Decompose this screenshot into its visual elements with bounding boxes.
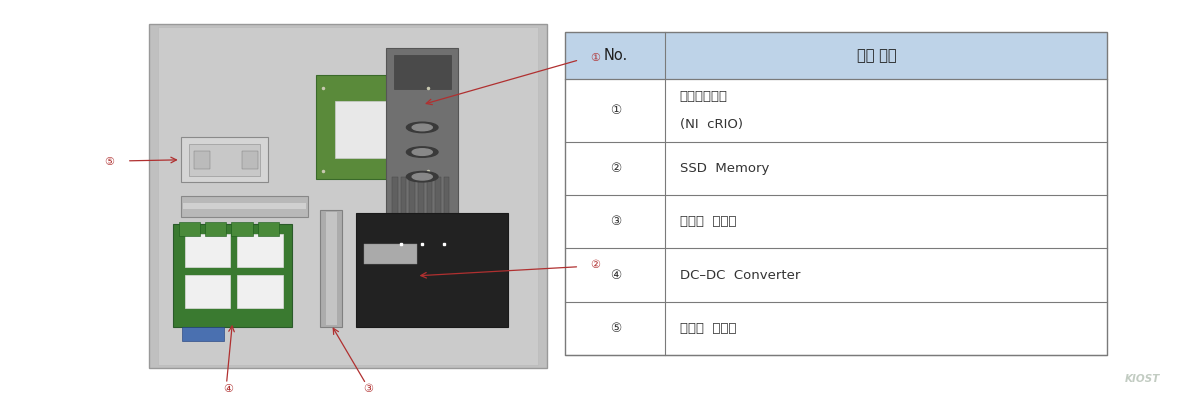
Text: No.: No. <box>603 48 627 63</box>
FancyBboxPatch shape <box>565 32 1107 79</box>
FancyBboxPatch shape <box>194 151 209 169</box>
FancyBboxPatch shape <box>394 55 451 89</box>
FancyBboxPatch shape <box>565 195 1107 249</box>
Text: ④: ④ <box>609 268 621 281</box>
FancyBboxPatch shape <box>565 142 1107 195</box>
Text: ②: ② <box>609 162 621 175</box>
FancyBboxPatch shape <box>326 212 337 325</box>
Text: ②: ② <box>590 260 600 270</box>
FancyBboxPatch shape <box>189 144 259 175</box>
Text: DC–DC  Converter: DC–DC Converter <box>679 268 800 281</box>
Text: ①: ① <box>590 53 600 63</box>
Text: (NI  cRIO): (NI cRIO) <box>679 118 743 131</box>
FancyBboxPatch shape <box>149 24 547 368</box>
Circle shape <box>412 124 432 131</box>
Text: ③: ③ <box>363 384 372 394</box>
FancyBboxPatch shape <box>418 177 424 234</box>
FancyBboxPatch shape <box>356 213 507 327</box>
Circle shape <box>412 173 432 180</box>
FancyBboxPatch shape <box>387 48 458 237</box>
FancyBboxPatch shape <box>317 75 444 179</box>
FancyBboxPatch shape <box>336 101 393 158</box>
FancyBboxPatch shape <box>364 244 416 264</box>
FancyBboxPatch shape <box>237 275 283 309</box>
Text: SSD  Memory: SSD Memory <box>679 162 769 175</box>
FancyBboxPatch shape <box>183 203 306 210</box>
FancyBboxPatch shape <box>426 177 432 234</box>
FancyBboxPatch shape <box>257 221 280 236</box>
FancyBboxPatch shape <box>237 234 283 267</box>
FancyBboxPatch shape <box>184 234 230 267</box>
Text: 무접점  릴레이: 무접점 릴레이 <box>679 322 737 335</box>
FancyBboxPatch shape <box>178 221 200 236</box>
Text: ⑤: ⑤ <box>104 156 114 167</box>
Text: 케이블  가이드: 케이블 가이드 <box>679 216 737 229</box>
FancyBboxPatch shape <box>231 221 252 236</box>
FancyBboxPatch shape <box>184 275 230 309</box>
Text: ③: ③ <box>609 216 621 229</box>
Circle shape <box>407 147 438 157</box>
FancyBboxPatch shape <box>242 151 258 169</box>
Text: ⑤: ⑤ <box>609 322 621 335</box>
FancyBboxPatch shape <box>409 177 415 234</box>
FancyBboxPatch shape <box>392 177 397 234</box>
FancyBboxPatch shape <box>158 27 538 365</box>
Text: ①: ① <box>609 104 621 117</box>
Text: ④: ④ <box>224 384 233 394</box>
FancyBboxPatch shape <box>182 327 224 341</box>
FancyBboxPatch shape <box>320 210 342 327</box>
FancyBboxPatch shape <box>401 177 407 234</box>
FancyBboxPatch shape <box>173 224 293 327</box>
FancyBboxPatch shape <box>390 237 455 251</box>
Circle shape <box>407 122 438 133</box>
Text: 음파계측모듈: 음파계측모듈 <box>679 91 728 104</box>
FancyBboxPatch shape <box>565 249 1107 301</box>
FancyBboxPatch shape <box>181 138 268 182</box>
FancyBboxPatch shape <box>565 79 1107 142</box>
FancyBboxPatch shape <box>436 177 440 234</box>
Circle shape <box>412 149 432 155</box>
FancyBboxPatch shape <box>181 196 308 217</box>
Text: KIOST: KIOST <box>1125 374 1160 384</box>
Circle shape <box>407 171 438 182</box>
Text: 세부 항목: 세부 항목 <box>858 48 897 63</box>
FancyBboxPatch shape <box>565 301 1107 355</box>
FancyBboxPatch shape <box>444 177 450 234</box>
FancyBboxPatch shape <box>205 221 226 236</box>
